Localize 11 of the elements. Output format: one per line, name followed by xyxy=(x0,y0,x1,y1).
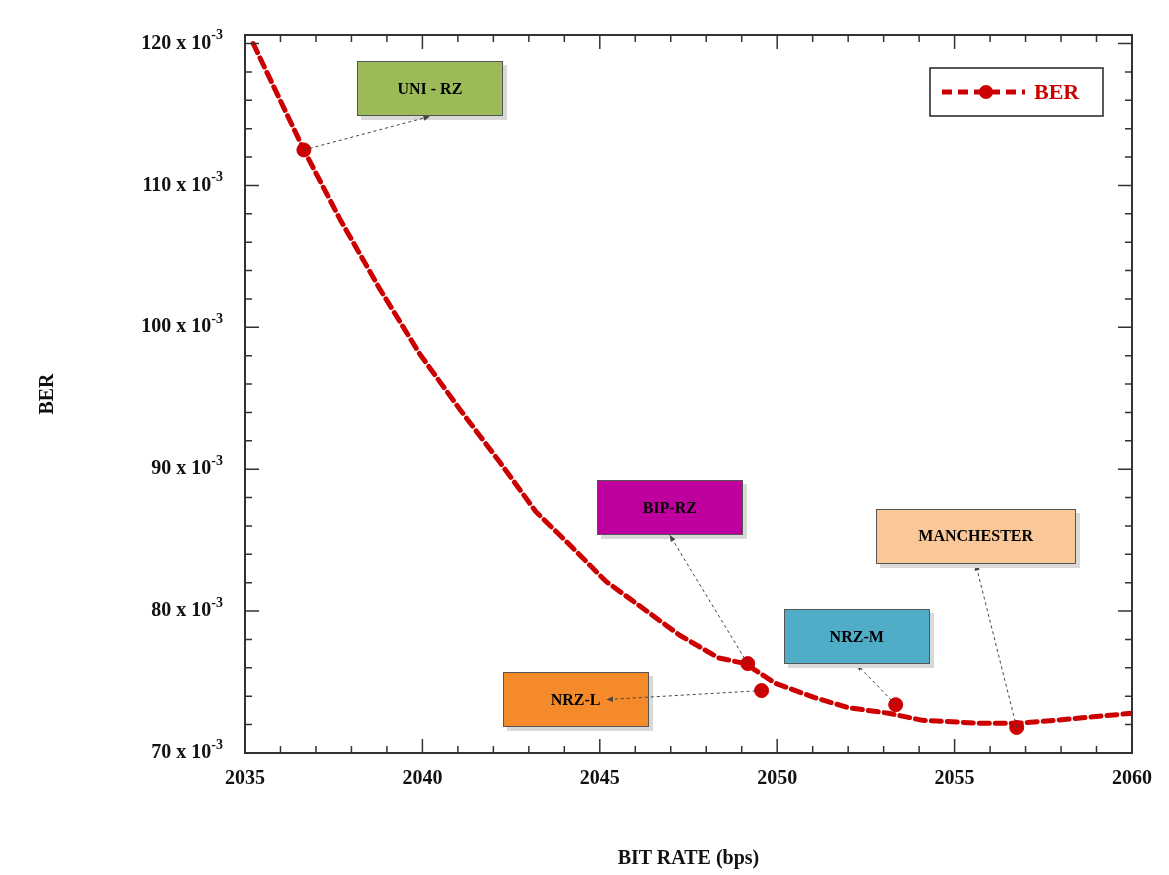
point xyxy=(754,683,770,699)
x-tick-label: 2060 xyxy=(1112,766,1152,789)
x-tick-label: 2050 xyxy=(757,766,798,789)
x-tick-label: 2040 xyxy=(402,766,443,789)
x-tick-label: 2035 xyxy=(225,766,265,789)
x-axis-title: BIT RATE (bps) xyxy=(617,846,760,870)
point xyxy=(888,697,904,713)
x-tick-label: 2055 xyxy=(934,766,975,789)
legend-label: BER xyxy=(1034,78,1081,104)
y-axis-title: BER xyxy=(35,372,58,415)
x-tick-label: 2045 xyxy=(579,766,620,789)
